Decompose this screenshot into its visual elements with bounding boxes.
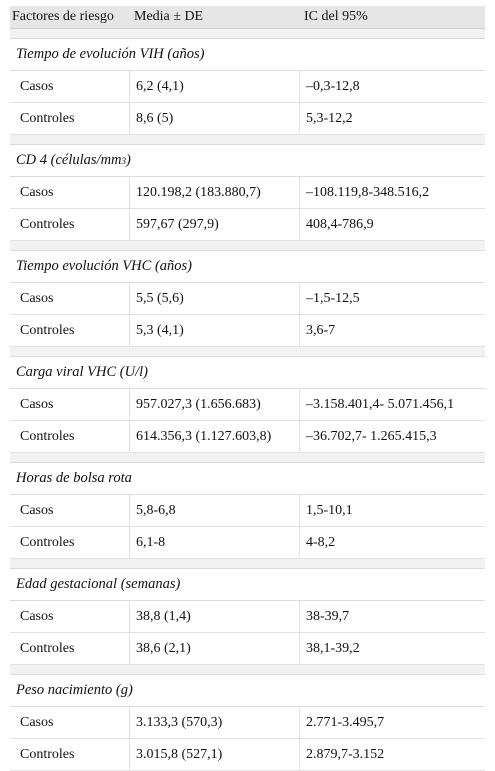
group-title-text: Carga viral VHC (U/l) xyxy=(16,364,148,380)
row-label: Controles xyxy=(10,739,130,770)
row-mean: 120.198,2 (183.880,7) xyxy=(130,177,300,208)
row-label: Controles xyxy=(10,527,130,558)
group-title-text: Tiempo evolución VHC (años) xyxy=(16,258,192,274)
table-row: Casos 38,8 (1,4) 38-39,7 xyxy=(10,601,485,633)
row-label: Casos xyxy=(10,601,130,632)
group-title-text: Horas de bolsa rota xyxy=(16,470,132,486)
group-title: CD 4 (células/mm 3) xyxy=(10,144,485,177)
row-label: Casos xyxy=(10,71,130,102)
table-row: Casos 957.027,3 (1.656.683) –3.158.401,4… xyxy=(10,389,485,421)
group-title: Peso nacimiento (g) xyxy=(10,674,485,707)
group-title-end: ) xyxy=(126,152,131,168)
group-spacer xyxy=(10,135,485,144)
row-ci: 38-39,7 xyxy=(306,608,350,624)
table-row: Controles 3.015,8 (527,1) 2.879,7-3.152 xyxy=(10,739,485,771)
row-ci: 2.771-3.495,7 xyxy=(306,714,385,730)
row-ci: 38,1-39,2 xyxy=(306,640,360,656)
row-label: Casos xyxy=(10,389,130,420)
table-row: Casos 6,2 (4,1) –0,3-12,8 xyxy=(10,71,485,103)
table-row: Controles 597,67 (297,9) 408,4-786,9 xyxy=(10,209,485,241)
table-row: Casos 3.133,3 (570,3) 2.771-3.495,7 xyxy=(10,707,485,739)
group-spacer xyxy=(10,241,485,250)
group-title-text: Edad gestacional (semanas) xyxy=(16,576,181,592)
row-mean: 6,2 (4,1) xyxy=(130,71,300,102)
table-row: Casos 5,5 (5,6) –1,5-12,5 xyxy=(10,283,485,315)
row-mean: 5,8-6,8 xyxy=(130,495,300,526)
group-spacer xyxy=(10,665,485,674)
group-title-text: Peso nacimiento (g) xyxy=(16,682,133,698)
row-ci: 4-8,2 xyxy=(306,534,336,550)
row-ci: –1,5-12,5 xyxy=(306,290,360,306)
header-ci-95: IC del 95% xyxy=(304,9,368,24)
table-row: Controles 614.356,3 (1.127.603,8) –36.70… xyxy=(10,421,485,453)
group-title: Tiempo de evolución VIH (años) xyxy=(10,38,485,71)
row-mean: 957.027,3 (1.656.683) xyxy=(130,389,300,420)
table-row: Controles 6,1-8 4-8,2 xyxy=(10,527,485,559)
row-ci: –0,3-12,8 xyxy=(306,78,360,94)
group-title: Carga viral VHC (U/l) xyxy=(10,356,485,389)
row-ci: –3.158.401,4- 5.071.456,1 xyxy=(306,396,455,412)
row-label: Controles xyxy=(10,421,130,452)
group-spacer xyxy=(10,347,485,356)
table-row: Casos 120.198,2 (183.880,7) –108.119,8-3… xyxy=(10,177,485,209)
row-ci: 1,5-10,1 xyxy=(306,502,353,518)
row-label: Controles xyxy=(10,103,130,134)
risk-factors-table: Factores de riesgo Media ± DE IC del 95%… xyxy=(10,6,485,771)
group-spacer xyxy=(10,453,485,462)
header-mean-sd: Media ± DE xyxy=(134,9,204,24)
row-mean: 5,3 (4,1) xyxy=(130,315,300,346)
row-mean: 8,6 (5) xyxy=(130,103,300,134)
row-mean: 3.133,3 (570,3) xyxy=(130,707,300,738)
row-mean: 597,67 (297,9) xyxy=(130,209,300,240)
group-title-text: CD 4 (células/mm xyxy=(16,152,122,168)
table-row: Controles 8,6 (5) 5,3-12,2 xyxy=(10,103,485,135)
table-row: Casos 5,8-6,8 1,5-10,1 xyxy=(10,495,485,527)
row-mean: 38,8 (1,4) xyxy=(130,601,300,632)
row-label: Casos xyxy=(10,283,130,314)
row-ci: 2.879,7-3.152 xyxy=(306,746,385,762)
row-label: Controles xyxy=(10,315,130,346)
row-label: Casos xyxy=(10,495,130,526)
row-label: Controles xyxy=(10,209,130,240)
row-ci: –108.119,8-348.516,2 xyxy=(306,184,430,200)
table-row: Controles 5,3 (4,1) 3,6-7 xyxy=(10,315,485,347)
row-label: Casos xyxy=(10,707,130,738)
table-row: Controles 38,6 (2,1) 38,1-39,2 xyxy=(10,633,485,665)
group-title: Edad gestacional (semanas) xyxy=(10,568,485,601)
row-ci: 3,6-7 xyxy=(306,322,336,338)
group-title-text: Tiempo de evolución VIH (años) xyxy=(16,46,205,62)
row-mean: 5,5 (5,6) xyxy=(130,283,300,314)
group-title: Horas de bolsa rota xyxy=(10,462,485,495)
group-spacer xyxy=(10,29,485,38)
group-spacer xyxy=(10,559,485,568)
row-mean: 3.015,8 (527,1) xyxy=(130,739,300,770)
row-mean: 614.356,3 (1.127.603,8) xyxy=(130,421,300,452)
header-risk-factors: Factores de riesgo xyxy=(12,9,114,24)
row-label: Casos xyxy=(10,177,130,208)
row-ci: 5,3-12,2 xyxy=(306,110,353,126)
row-ci: –36.702,7- 1.265.415,3 xyxy=(306,428,437,444)
row-mean: 6,1-8 xyxy=(130,527,300,558)
row-mean: 38,6 (2,1) xyxy=(130,633,300,664)
table-header: Factores de riesgo Media ± DE IC del 95% xyxy=(10,6,485,29)
row-label: Controles xyxy=(10,633,130,664)
group-title: Tiempo evolución VHC (años) xyxy=(10,250,485,283)
group-title-superscript: 3 xyxy=(121,155,127,166)
row-ci: 408,4-786,9 xyxy=(306,216,374,232)
